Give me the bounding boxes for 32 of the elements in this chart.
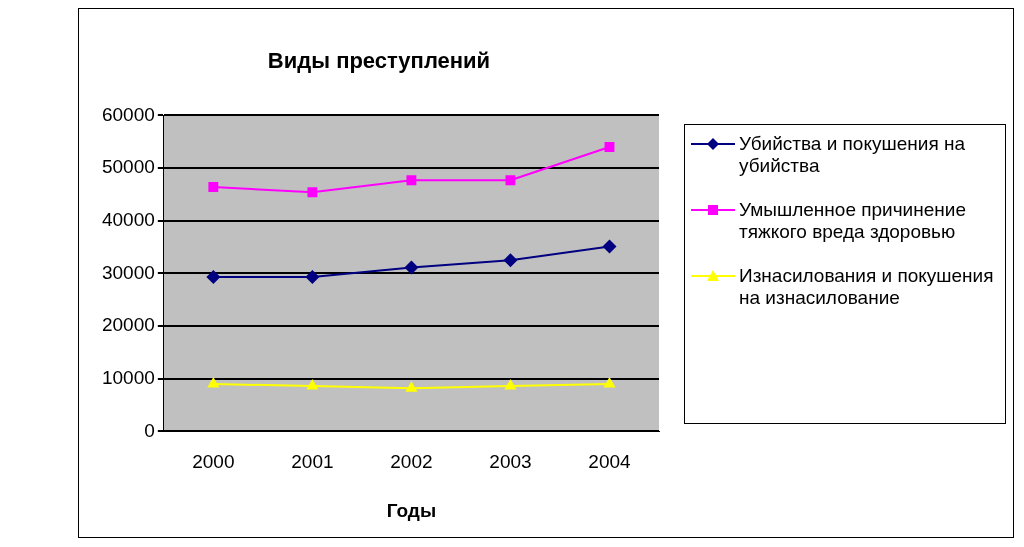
- point: [206, 270, 221, 285]
- y-tick-label: 0: [144, 419, 155, 441]
- x-tick-label: 2000: [192, 451, 235, 473]
- y-tick-label: 60000: [101, 103, 155, 125]
- chart-title: Виды преступлений: [267, 48, 491, 74]
- point: [207, 377, 220, 388]
- y-tick-label: 50000: [101, 156, 155, 178]
- x-tick-label: 2004: [588, 451, 632, 473]
- x-tick-label: 2002: [390, 451, 433, 473]
- legend-label: Изнасилования и покушения на изнасилование: [739, 265, 995, 309]
- y-tick-label: 20000: [101, 314, 155, 336]
- point: [404, 260, 419, 275]
- x-tick-label: 2003: [489, 451, 532, 473]
- point: [405, 381, 418, 392]
- point: [602, 239, 617, 254]
- point: [406, 175, 417, 186]
- y-tick-label: 10000: [101, 366, 155, 388]
- y-tick-label: 40000: [101, 208, 155, 230]
- point: [503, 253, 518, 268]
- point: [306, 379, 319, 390]
- x-axis-title: Годы: [386, 499, 437, 521]
- point: [208, 182, 219, 192]
- legend-label: Умышленное причинение тяжкого вреда здоровью: [739, 199, 967, 243]
- point: [307, 187, 318, 198]
- y-tick-label: 30000: [101, 261, 155, 283]
- x-tick-label: 2001: [291, 451, 334, 473]
- point: [504, 379, 517, 390]
- legend-label: Убийства и покушения на убийства: [739, 133, 966, 177]
- point: [604, 142, 615, 152]
- point: [305, 270, 320, 285]
- point: [603, 377, 616, 388]
- point: [505, 175, 516, 186]
